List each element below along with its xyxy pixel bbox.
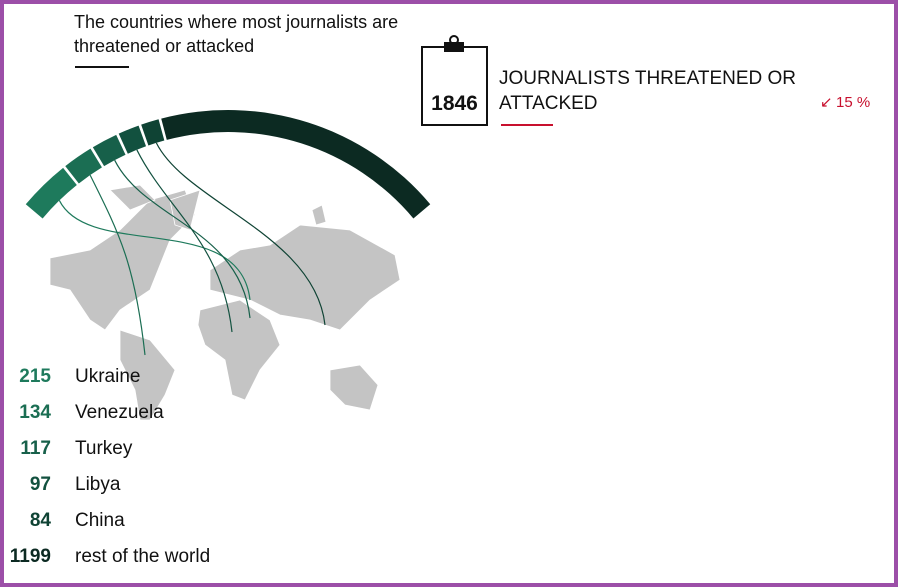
connector: [58, 200, 251, 301]
total: 1846: [431, 92, 478, 115]
clipboard-clip: [444, 42, 464, 52]
legend-label: Libya: [75, 474, 121, 495]
change: 15 %: [836, 94, 871, 111]
title-rule: [75, 66, 129, 68]
legend-label: rest of the world: [75, 546, 211, 567]
legend-value: 134: [19, 402, 51, 423]
connector: [89, 174, 146, 356]
headline-rule: [501, 124, 553, 126]
chart: [25, 35, 488, 421]
legend-value: 97: [29, 474, 51, 495]
legend-value: 215: [19, 366, 51, 387]
connector: [155, 142, 326, 326]
legend-value: 117: [20, 438, 51, 459]
clipboard-clip-hole: [449, 35, 459, 45]
change-arrow: ↙: [820, 94, 833, 111]
arc-segment: [161, 110, 431, 219]
legend-value: 84: [29, 510, 51, 531]
chart-title: The countries where most journalists are…: [74, 12, 399, 56]
arc-segment: [141, 119, 165, 146]
legend-value: 1199: [9, 546, 51, 567]
arc-segment: [118, 125, 147, 154]
arc-segment: [65, 148, 102, 184]
world-map: [49, 184, 401, 421]
legend-label: Turkey: [75, 438, 133, 459]
arc-segment: [25, 167, 77, 219]
legend-label: Venezuela: [75, 402, 164, 423]
connector: [136, 149, 233, 333]
arc-segment: [92, 134, 126, 167]
legend-label: Ukraine: [75, 366, 141, 387]
headline: JOURNALISTS THREATENED OR ATTACKED: [499, 68, 797, 114]
legend-label: China: [75, 510, 125, 531]
